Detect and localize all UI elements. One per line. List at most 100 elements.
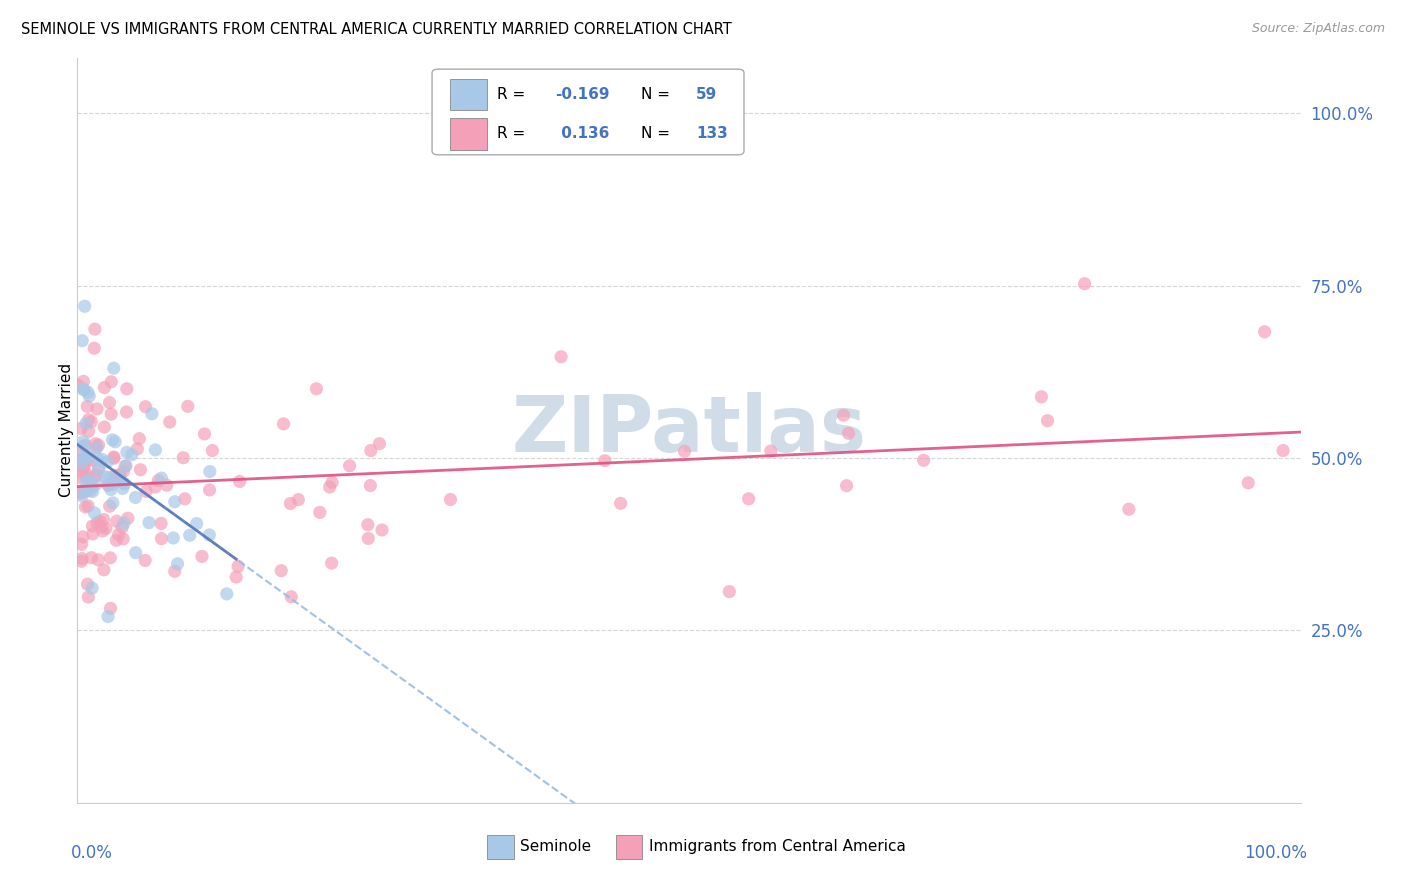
Text: 0.0%: 0.0%	[72, 844, 112, 862]
Point	[100, 375, 122, 389]
Point	[737, 491, 759, 506]
Point	[105, 471, 128, 485]
Point	[114, 477, 136, 491]
Point	[159, 415, 181, 429]
Point	[111, 520, 134, 534]
Point	[91, 452, 114, 467]
Point	[150, 532, 173, 546]
Point	[124, 491, 146, 505]
Point	[177, 400, 200, 414]
Point	[75, 417, 97, 431]
Point	[198, 465, 221, 479]
Point	[172, 450, 194, 465]
Point	[94, 521, 117, 535]
Point	[87, 462, 110, 476]
Text: 59: 59	[696, 87, 717, 103]
Point	[77, 590, 100, 604]
Point	[70, 334, 93, 348]
Point	[832, 408, 855, 422]
Point	[79, 483, 101, 498]
Point	[72, 375, 94, 389]
FancyBboxPatch shape	[450, 119, 486, 150]
Point	[72, 471, 94, 485]
Point	[75, 453, 97, 467]
Text: SEMINOLE VS IMMIGRANTS FROM CENTRAL AMERICA CURRENTLY MARRIED CORRELATION CHART: SEMINOLE VS IMMIGRANTS FROM CENTRAL AMER…	[21, 22, 733, 37]
Point	[134, 553, 156, 567]
Point	[75, 484, 97, 499]
Text: Seminole: Seminole	[520, 839, 592, 855]
Point	[1253, 325, 1275, 339]
Point	[912, 453, 935, 467]
Point	[82, 519, 104, 533]
Point	[287, 492, 309, 507]
Point	[115, 382, 138, 396]
Point	[115, 445, 138, 459]
Point	[93, 380, 115, 394]
Point	[72, 450, 94, 465]
Point	[67, 444, 90, 458]
FancyBboxPatch shape	[432, 70, 744, 155]
Point	[97, 478, 120, 492]
Point	[72, 382, 94, 396]
Point	[163, 565, 186, 579]
Point	[108, 467, 131, 482]
Point	[86, 516, 108, 530]
Point	[215, 587, 238, 601]
Point	[90, 519, 112, 533]
Point	[77, 389, 100, 403]
Text: Source: ZipAtlas.com: Source: ZipAtlas.com	[1251, 22, 1385, 36]
Point	[70, 537, 93, 551]
Y-axis label: Currently Married: Currently Married	[59, 363, 73, 498]
Point	[77, 452, 100, 467]
Point	[101, 477, 124, 491]
Point	[76, 469, 98, 483]
Point	[115, 458, 138, 473]
Point	[148, 474, 170, 488]
Point	[82, 581, 104, 595]
Point	[305, 382, 328, 396]
Point	[115, 405, 138, 419]
Text: 0.136: 0.136	[555, 127, 609, 141]
Point	[91, 524, 114, 538]
Point	[273, 417, 295, 431]
Point	[371, 523, 394, 537]
Point	[86, 441, 108, 455]
Text: Immigrants from Central America: Immigrants from Central America	[648, 839, 905, 855]
Point	[339, 458, 361, 473]
Point	[72, 530, 94, 544]
Text: R =: R =	[496, 127, 530, 141]
FancyBboxPatch shape	[616, 835, 643, 859]
Point	[156, 478, 179, 492]
Text: -0.169: -0.169	[555, 87, 610, 103]
Point	[69, 458, 91, 473]
FancyBboxPatch shape	[450, 79, 486, 111]
Point	[198, 528, 221, 542]
Point	[72, 383, 94, 397]
Point	[141, 407, 163, 421]
Point	[145, 442, 167, 457]
Point	[838, 426, 860, 441]
Text: N =: N =	[641, 127, 675, 141]
Point	[1036, 414, 1059, 428]
Point	[82, 453, 104, 467]
Point	[84, 467, 107, 482]
Point	[80, 550, 103, 565]
Point	[98, 470, 121, 484]
Point	[70, 551, 93, 566]
Point	[82, 484, 104, 499]
Point	[87, 462, 110, 476]
Point	[198, 483, 221, 497]
Point	[103, 361, 125, 376]
Point	[100, 483, 122, 497]
Point	[70, 486, 93, 500]
Text: 133: 133	[696, 127, 728, 141]
Point	[76, 577, 98, 591]
Point	[97, 609, 120, 624]
Point	[1272, 443, 1295, 458]
Point	[82, 527, 104, 541]
Point	[93, 512, 115, 526]
Point	[73, 460, 96, 475]
Point	[87, 553, 110, 567]
Text: R =: R =	[496, 87, 530, 103]
Point	[1118, 502, 1140, 516]
